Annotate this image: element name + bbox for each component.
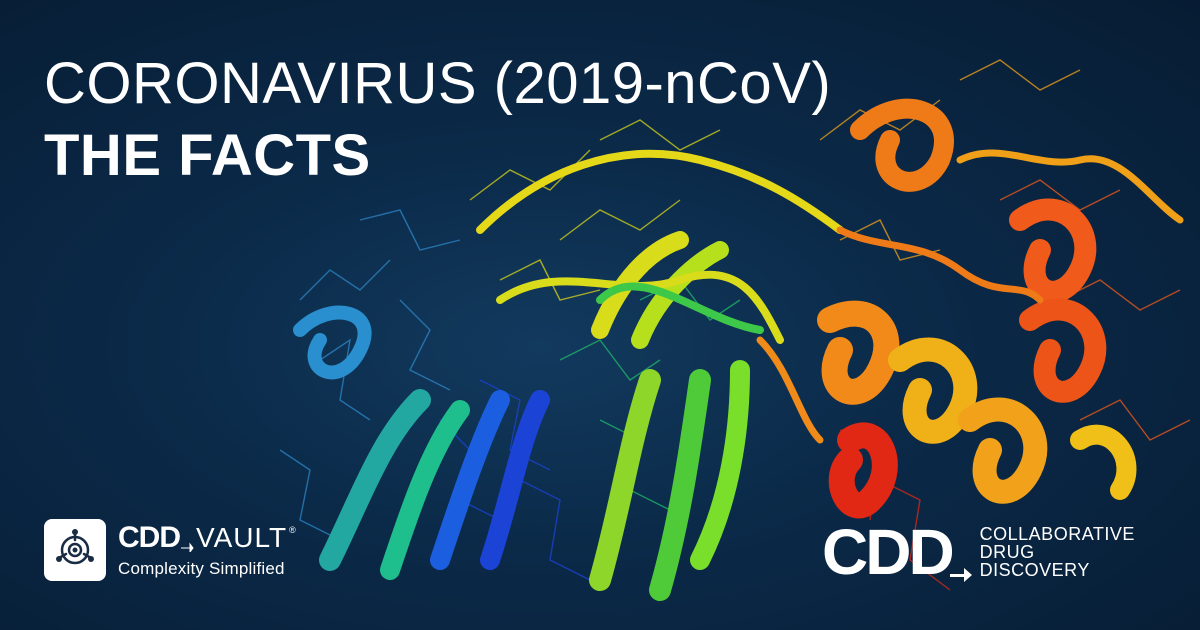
company-name-line: DISCOVERY [979, 560, 1090, 580]
company-name-line: DRUG [979, 542, 1035, 562]
aperture-icon [44, 519, 106, 581]
cdd-wordmark: CDD [822, 516, 955, 588]
headline-line-1: CORONAVIRUS (2019-nCoV) [44, 51, 832, 116]
arrow-icon [949, 568, 972, 582]
company-name-line: COLLABORATIVE [979, 524, 1135, 544]
headline-line-2: THE FACTS [44, 123, 371, 188]
vault-brand-product: VAULT [196, 522, 288, 553]
cdd-vault-logo: CDD VAULT ® Complexity Simplified [44, 518, 296, 582]
arrow-icon [181, 542, 194, 552]
vault-tagline: Complexity Simplified [118, 559, 285, 578]
registered-mark: ® [289, 525, 296, 535]
collaborative-drug-discovery-logo: CDD COLLABORATIVE DRUG DISCOVERY [822, 520, 1135, 584]
headline: CORONAVIRUS (2019-nCoV) THE FACTS [44, 48, 831, 192]
company-name: COLLABORATIVE DRUG DISCOVERY [980, 525, 1135, 579]
vault-brand-cdd: CDD [118, 521, 181, 554]
